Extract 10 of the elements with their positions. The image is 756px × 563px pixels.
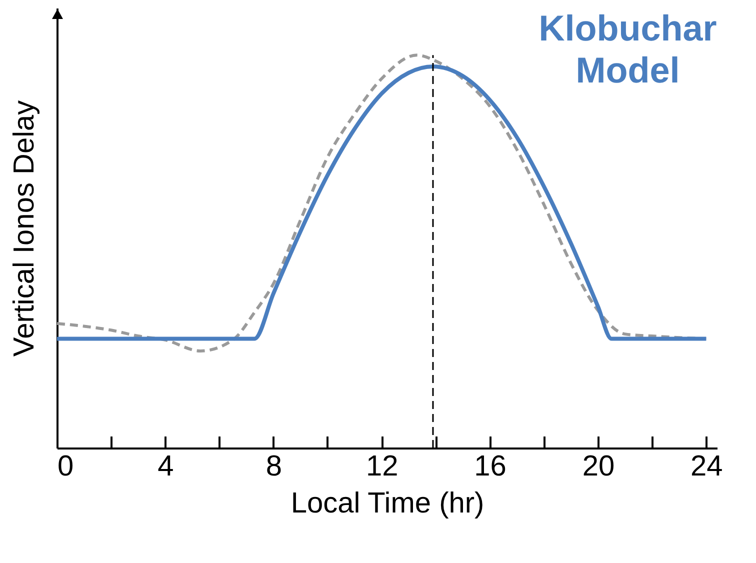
x-tick-label: 20 (582, 450, 615, 482)
y-axis-title: Vertical Ionos Delay (8, 100, 40, 357)
x-tick-label: 12 (366, 450, 398, 482)
x-tick-label: 24 (690, 450, 723, 482)
x-tick-label: 16 (474, 450, 506, 482)
x-tick-label: 8 (266, 450, 282, 482)
series-label: Klobuchar Model (538, 7, 717, 90)
x-tick-label: 0 (58, 450, 74, 482)
x-axis-title: Local Time (hr) (290, 488, 484, 520)
x-tick-label: 4 (158, 450, 174, 482)
